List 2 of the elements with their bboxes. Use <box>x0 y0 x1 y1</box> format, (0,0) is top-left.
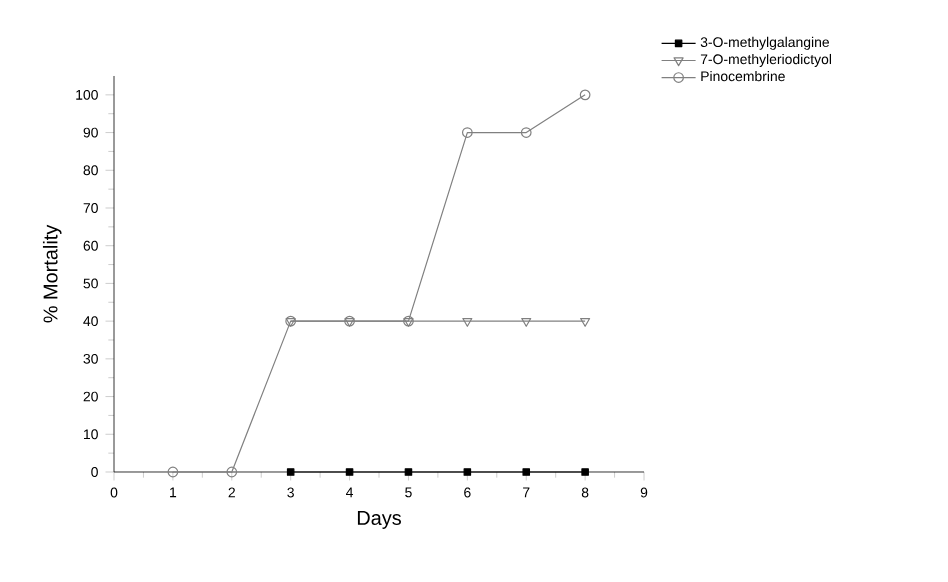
x-axis-title: Days <box>357 511 401 529</box>
y-axis-title: % Mortality <box>42 224 62 323</box>
